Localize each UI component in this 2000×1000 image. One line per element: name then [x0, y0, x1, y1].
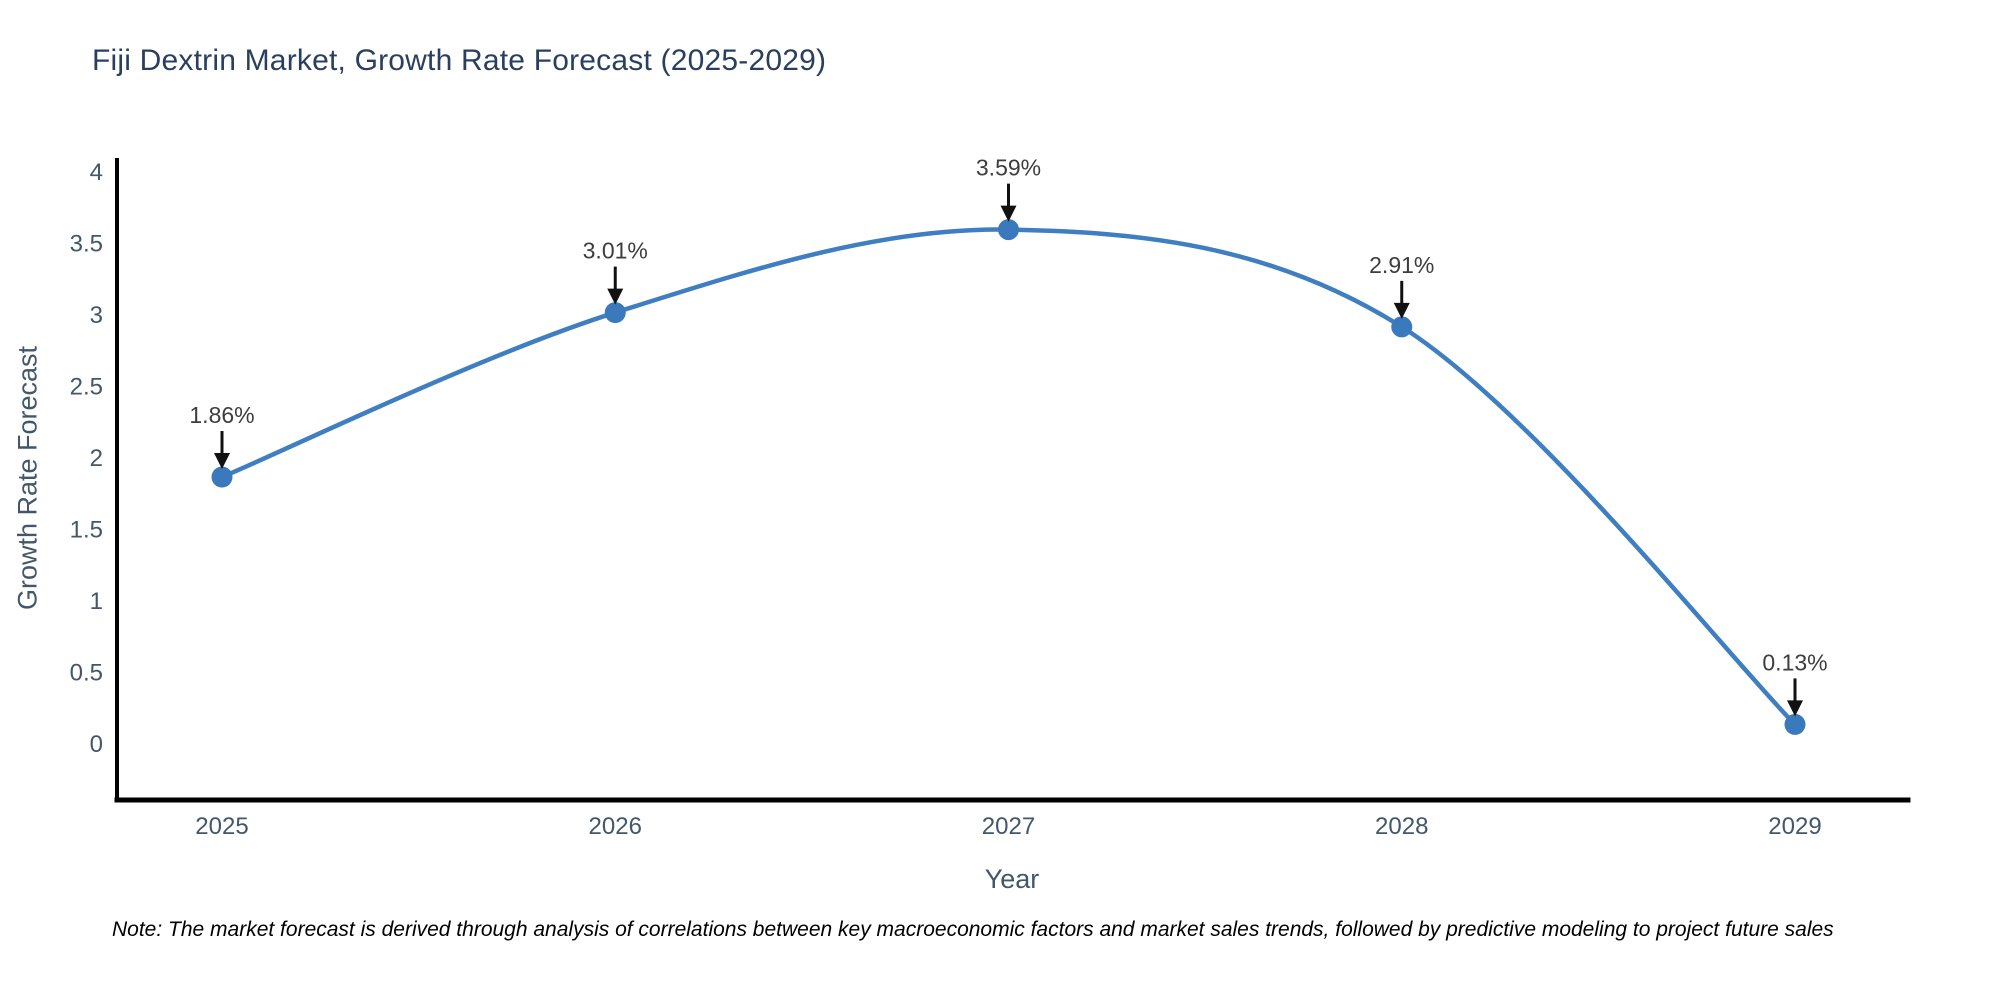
x-tick-label: 2029	[1768, 813, 1821, 840]
annotation-value-label: 1.86%	[189, 402, 254, 428]
x-tick-label: 2025	[195, 813, 248, 840]
annotation-arrow-head	[1393, 302, 1410, 319]
annotation-arrow-head	[1000, 205, 1017, 222]
y-tick-label: 0.5	[70, 660, 103, 687]
annotation-arrow-head	[1787, 700, 1803, 717]
y-tick-label: 2	[90, 445, 103, 472]
data-point-marker[interactable]	[998, 219, 1019, 241]
y-tick-label: 4	[90, 159, 103, 186]
y-axis-title: Growth Rate Forecast	[12, 345, 43, 611]
annotation-value-label: 2.91%	[1369, 252, 1434, 278]
x-tick-label: 2028	[1375, 813, 1428, 840]
y-tick-label: 1	[90, 588, 103, 615]
annotation-value-label: 0.13%	[1762, 649, 1827, 675]
y-tick-label: 2.5	[70, 374, 103, 401]
y-tick-label: 0	[90, 731, 103, 758]
annotation-arrow-head	[607, 288, 624, 305]
y-tick-label: 1.5	[70, 517, 103, 544]
forecast-spline-curve	[219, 227, 1798, 727]
y-tick-label: 3.5	[70, 231, 103, 258]
x-axis-title: Year	[984, 864, 1040, 894]
annotation-value-label: 3.01%	[583, 238, 648, 264]
x-tick-label: 2026	[589, 813, 642, 840]
annotation-value-label: 3.59%	[976, 155, 1041, 181]
annotation-arrow-head	[214, 453, 230, 470]
data-point-marker[interactable]	[1784, 713, 1806, 735]
chart-title: Fiji Dextrin Market, Growth Rate Forecas…	[92, 44, 827, 77]
data-point-marker[interactable]	[211, 466, 233, 488]
data-point-marker[interactable]	[1391, 316, 1413, 338]
y-tick-label: 3	[90, 302, 103, 329]
x-tick-label: 2027	[982, 813, 1035, 840]
data-point-marker[interactable]	[604, 302, 626, 324]
footnote-text: Note: The market forecast is derived thr…	[112, 918, 1834, 941]
